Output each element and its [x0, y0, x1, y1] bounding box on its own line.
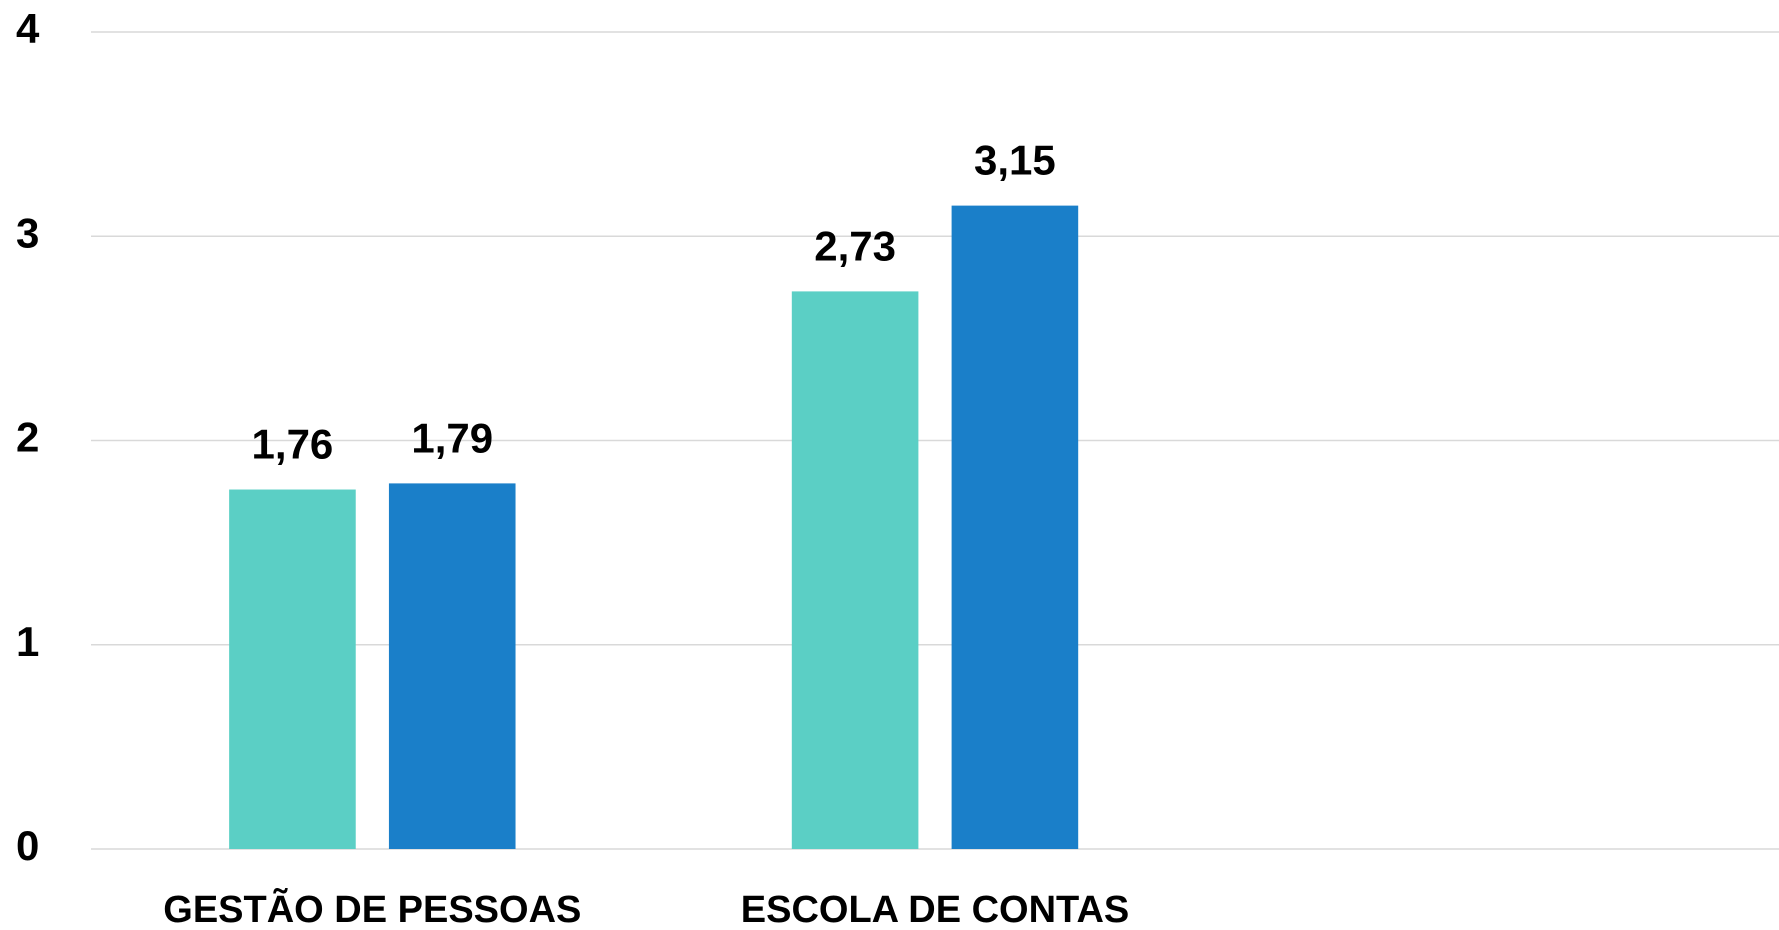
bar	[388, 483, 516, 849]
x-tick-label: GESTÃO DE PESSOAS	[163, 887, 581, 930]
y-tick-label: 2	[16, 414, 39, 461]
value-label: 2,73	[814, 222, 896, 269]
y-tick-label: 0	[16, 822, 39, 869]
y-tick-label: 1	[16, 618, 39, 665]
bar	[951, 205, 1079, 850]
value-label: 1,79	[411, 414, 493, 461]
bar	[791, 291, 919, 850]
value-label: 3,15	[974, 137, 1056, 184]
bar	[229, 489, 356, 849]
y-tick-label: 3	[16, 209, 39, 256]
y-tick-label: 4	[16, 5, 40, 52]
x-tick-label: ESCOLA DE CONTAS	[741, 889, 1129, 930]
value-label: 1,76	[252, 421, 334, 468]
